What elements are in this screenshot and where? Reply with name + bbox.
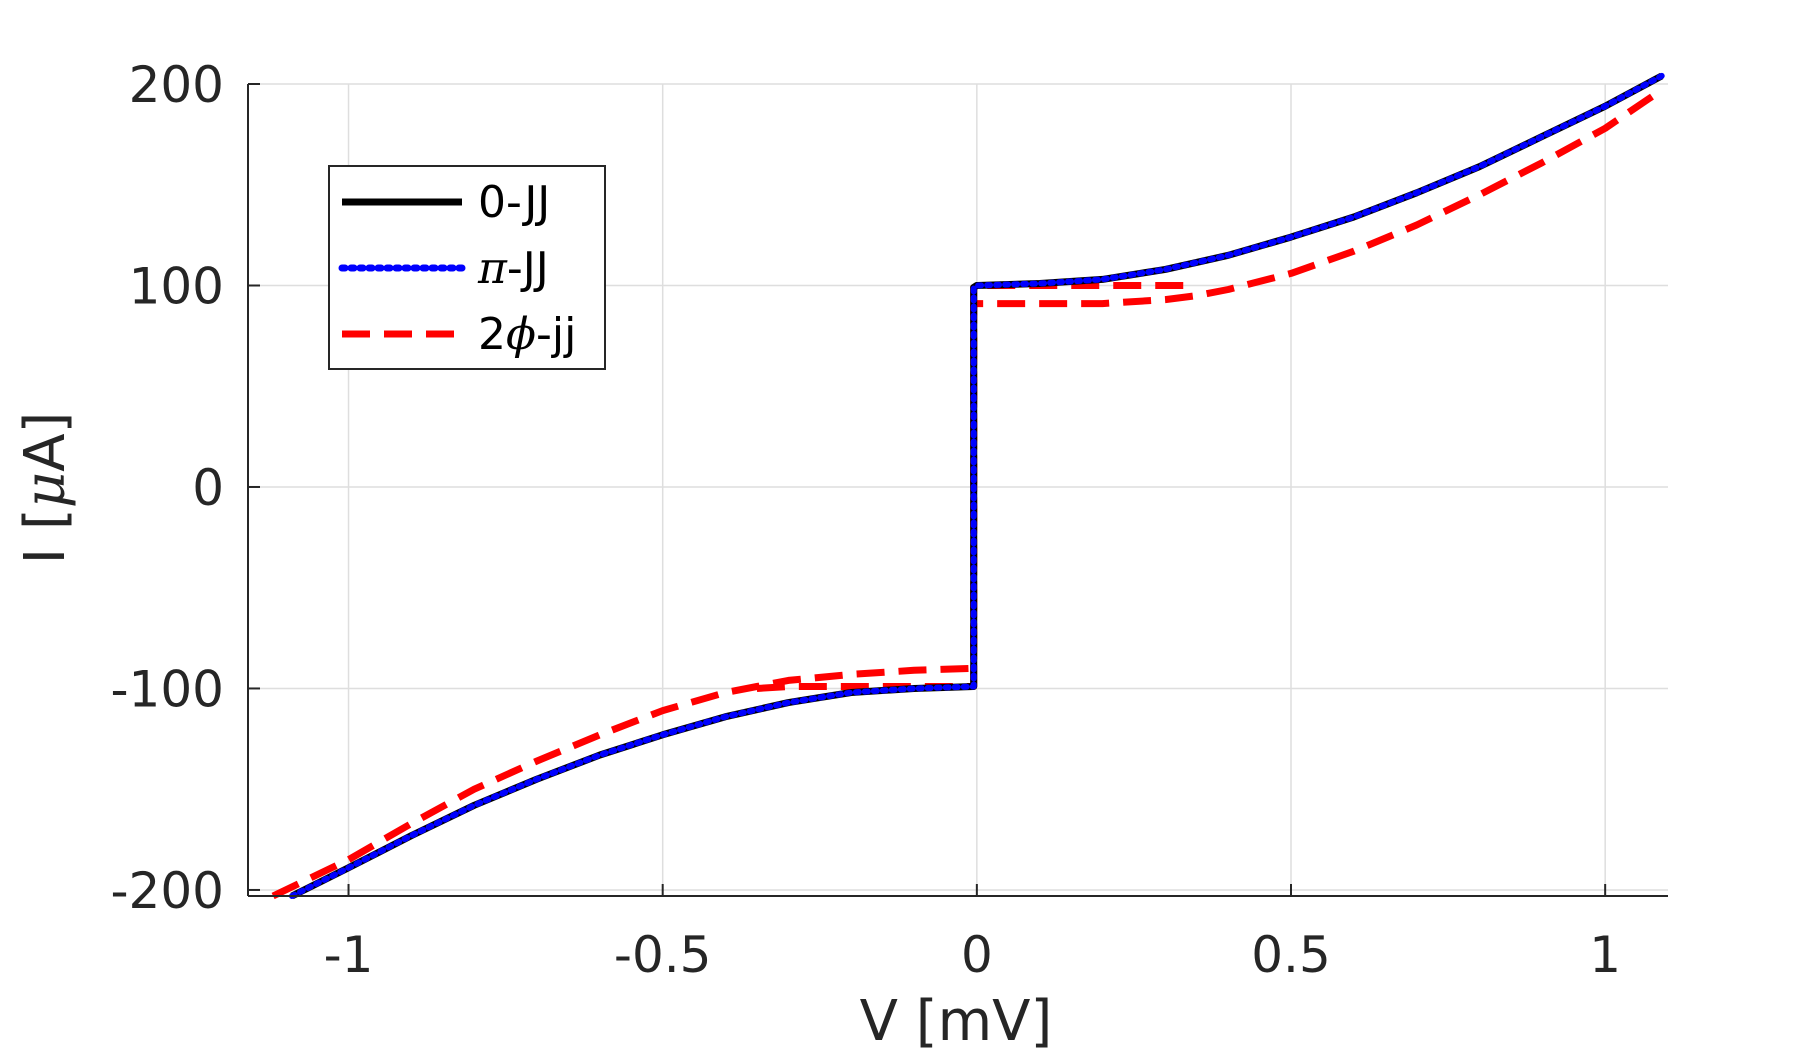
data-series [271, 72, 1665, 900]
x-axis-label: V [mV] [860, 989, 1053, 1053]
legend-label-1: π-JJ [477, 243, 549, 294]
legend-label-2: 2ϕ-jj [478, 309, 576, 360]
legend-label-0: 0-JJ [478, 177, 550, 228]
x-tick-label: -0.5 [614, 926, 712, 984]
x-tick-label: 1 [1589, 926, 1621, 984]
y-axis-label-prefix: I [ [13, 508, 78, 564]
y-axis-label: I [μA] [13, 412, 78, 565]
y-tick-label: 0 [192, 459, 224, 517]
y-tick-label: -200 [111, 862, 224, 920]
y-tick-label: 100 [129, 257, 224, 315]
y-ticks: -200 -100 0 100 200 [111, 56, 260, 920]
y-axis-label-mu-symbol: μ [13, 472, 78, 508]
legend-entries: 0-JJ π-JJ 2ϕ-jj [338, 177, 576, 360]
y-tick-label: -100 [111, 660, 224, 718]
x-tick-label: 0.5 [1251, 926, 1331, 984]
legend: 0-JJ π-JJ 2ϕ-jj [328, 165, 606, 370]
y-axis-label-suffix: A] [13, 412, 78, 472]
x-tick-label: -1 [324, 926, 374, 984]
x-tick-label: 0 [961, 926, 993, 984]
y-tick-label: 200 [129, 56, 224, 114]
axes [247, 84, 1668, 897]
x-ticks: -1 -0.5 0 0.5 1 [324, 884, 1621, 984]
series-line-1 [289, 72, 1665, 899]
